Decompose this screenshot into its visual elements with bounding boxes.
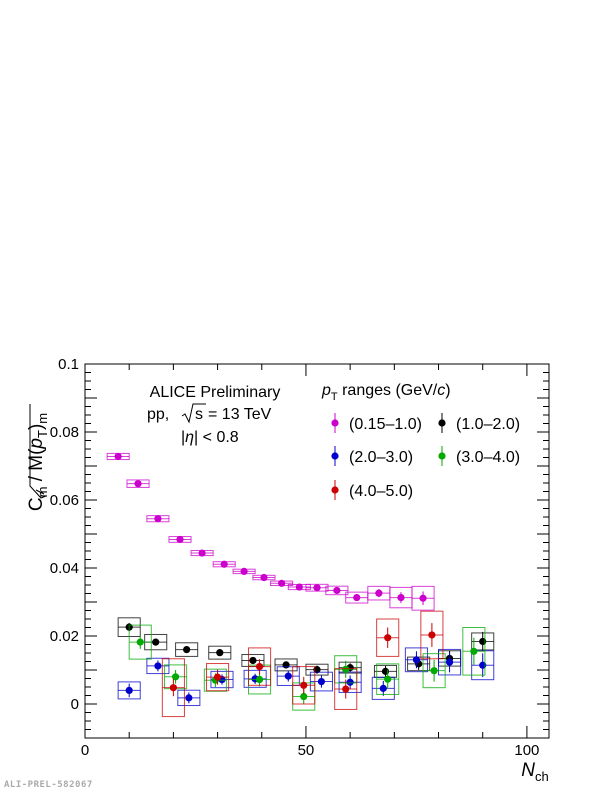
data-point xyxy=(154,515,162,523)
data-point xyxy=(430,667,438,675)
legend-marker xyxy=(331,452,339,460)
data-point xyxy=(249,656,257,665)
legend-title: pT ranges (GeV/c) xyxy=(321,382,451,403)
data-point xyxy=(125,686,133,695)
data-point xyxy=(260,573,268,582)
data-marks xyxy=(106,452,495,718)
legend-marker xyxy=(331,486,339,494)
svg-text:pp,: pp, xyxy=(147,406,169,423)
legend-entry: (1.0–2.0) xyxy=(438,413,520,433)
y-tick-label: 0.06 xyxy=(50,492,79,509)
data-point xyxy=(300,692,308,701)
y-title-sqrt-icon xyxy=(29,404,47,499)
y-axis-title: Cm / M(pT)m xyxy=(26,413,50,511)
y-tick-label: 0.08 xyxy=(50,424,79,441)
series-1 xyxy=(106,452,435,611)
svg-text:= 13 TeV: = 13 TeV xyxy=(208,406,272,423)
energy-sqrt-icon xyxy=(181,403,206,424)
data-point xyxy=(470,647,478,655)
legend-entry: (0.15–1.0) xyxy=(331,413,422,433)
svg-text:Cm / M(pT)m: Cm / M(pT)m xyxy=(26,413,50,511)
legend-marker xyxy=(438,419,446,427)
data-point xyxy=(198,549,206,557)
y-tick-label: 0 xyxy=(71,696,79,713)
data-point xyxy=(213,673,222,681)
x-axis-title: Nch xyxy=(521,760,548,784)
data-point xyxy=(317,677,326,686)
data-point xyxy=(134,480,142,488)
data-point xyxy=(240,567,248,576)
data-point xyxy=(419,594,427,602)
data-point xyxy=(255,663,264,671)
x-tick-label: 100 xyxy=(514,742,539,759)
data-point xyxy=(384,675,392,683)
x-tick-label: 0 xyxy=(81,742,89,759)
data-point xyxy=(428,631,436,639)
data-point xyxy=(220,560,228,568)
data-point xyxy=(375,589,383,597)
data-point xyxy=(346,678,354,686)
data-point xyxy=(313,584,321,592)
data-point xyxy=(284,672,292,680)
data-point xyxy=(114,452,122,461)
data-point xyxy=(171,673,180,681)
legend-label: (3.0–4.0) xyxy=(456,449,520,466)
data-point xyxy=(154,662,162,670)
series-2 xyxy=(117,617,495,678)
credit-label: ALI-PREL-582067 xyxy=(4,780,93,790)
data-point xyxy=(183,646,191,654)
data-point xyxy=(136,638,144,646)
legend-entry: (2.0–3.0) xyxy=(331,446,413,466)
series-5 xyxy=(161,610,444,718)
data-point xyxy=(278,579,286,587)
legend-label: (0.15–1.0) xyxy=(349,416,422,433)
annotation-alice-preliminary: ALICE Preliminary xyxy=(150,384,281,401)
data-point xyxy=(445,658,454,666)
legend-entry: (3.0–4.0) xyxy=(438,446,520,466)
y-tick-label: 0.04 xyxy=(50,560,79,577)
annotation-eta: |η| < 0.8 xyxy=(181,429,239,446)
legend-marker xyxy=(331,419,339,427)
data-point xyxy=(300,681,308,689)
legend-marker xyxy=(438,452,446,460)
data-point xyxy=(342,685,350,693)
data-point xyxy=(282,661,290,669)
legend: pT ranges (GeV/c) (0.15–1.0) (1.0–2.0) (2.… xyxy=(321,382,520,500)
data-point xyxy=(255,675,264,684)
y-tick-label: 0.02 xyxy=(50,628,79,645)
series-3 xyxy=(117,647,495,707)
data-point xyxy=(185,694,193,702)
y-tick-label: 0.1 xyxy=(58,356,79,373)
x-tick-label: 50 xyxy=(298,742,315,759)
data-point xyxy=(384,634,392,642)
data-point xyxy=(169,684,177,692)
data-point xyxy=(152,638,160,646)
data-point xyxy=(216,649,224,657)
data-point xyxy=(333,586,341,595)
legend-label: (1.0–2.0) xyxy=(456,416,520,433)
legend-label: (2.0–3.0) xyxy=(349,449,413,466)
data-point xyxy=(295,583,303,591)
legend-entry: (4.0–5.0) xyxy=(331,480,413,500)
data-point xyxy=(176,535,184,544)
data-point xyxy=(353,593,361,602)
data-point xyxy=(342,665,350,673)
data-point xyxy=(397,593,405,602)
svg-text:s: s xyxy=(195,406,203,423)
annotation-energy: pp, s = 13 TeV xyxy=(147,403,272,424)
legend-label: (4.0–5.0) xyxy=(349,483,413,500)
data-point xyxy=(379,684,387,692)
axis-ticks: 0 0.02 0.04 0.06 0.08 0.1 0 50 100 xyxy=(50,356,549,759)
data-point xyxy=(412,656,421,664)
